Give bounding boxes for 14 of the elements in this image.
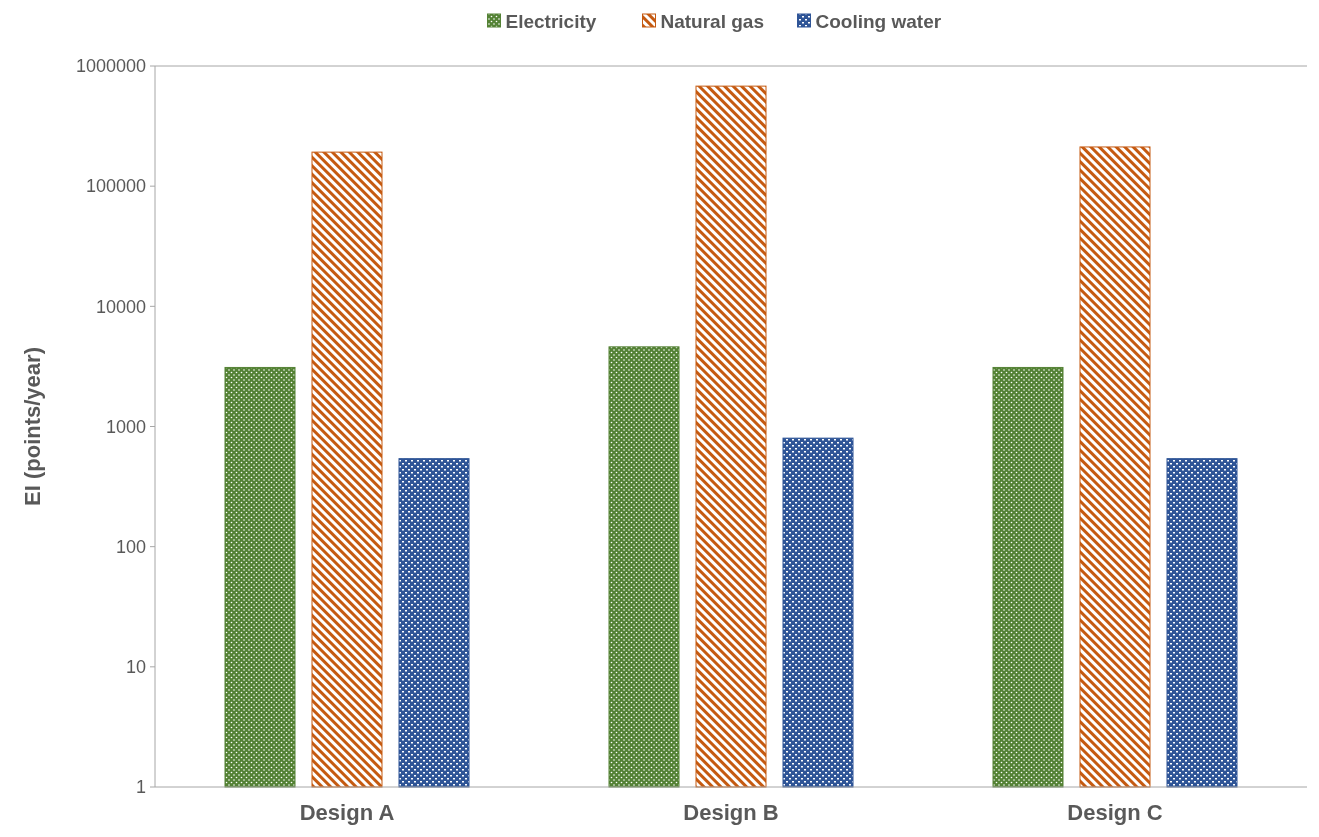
y-tick-label: 10000 <box>95 296 146 317</box>
y-tick-label: 1000000 <box>75 56 146 77</box>
y-tick-label: 1000 <box>105 416 146 437</box>
y-tick-label: 1 <box>135 777 146 798</box>
y-axis-title: EI (points/year) <box>20 347 45 506</box>
y-tick-label: 100000 <box>85 176 146 197</box>
y-tick-label: 100 <box>115 536 146 557</box>
y-tick-label: 10 <box>125 657 146 678</box>
x-tick-label: Design B <box>683 800 779 825</box>
x-tick-label: Design C <box>1067 800 1163 825</box>
x-tick-label: Design A <box>299 800 395 825</box>
legend-label: Natural gas <box>660 10 764 32</box>
legend-label: Electricity <box>505 10 597 32</box>
legend-label: Cooling water <box>815 10 942 32</box>
